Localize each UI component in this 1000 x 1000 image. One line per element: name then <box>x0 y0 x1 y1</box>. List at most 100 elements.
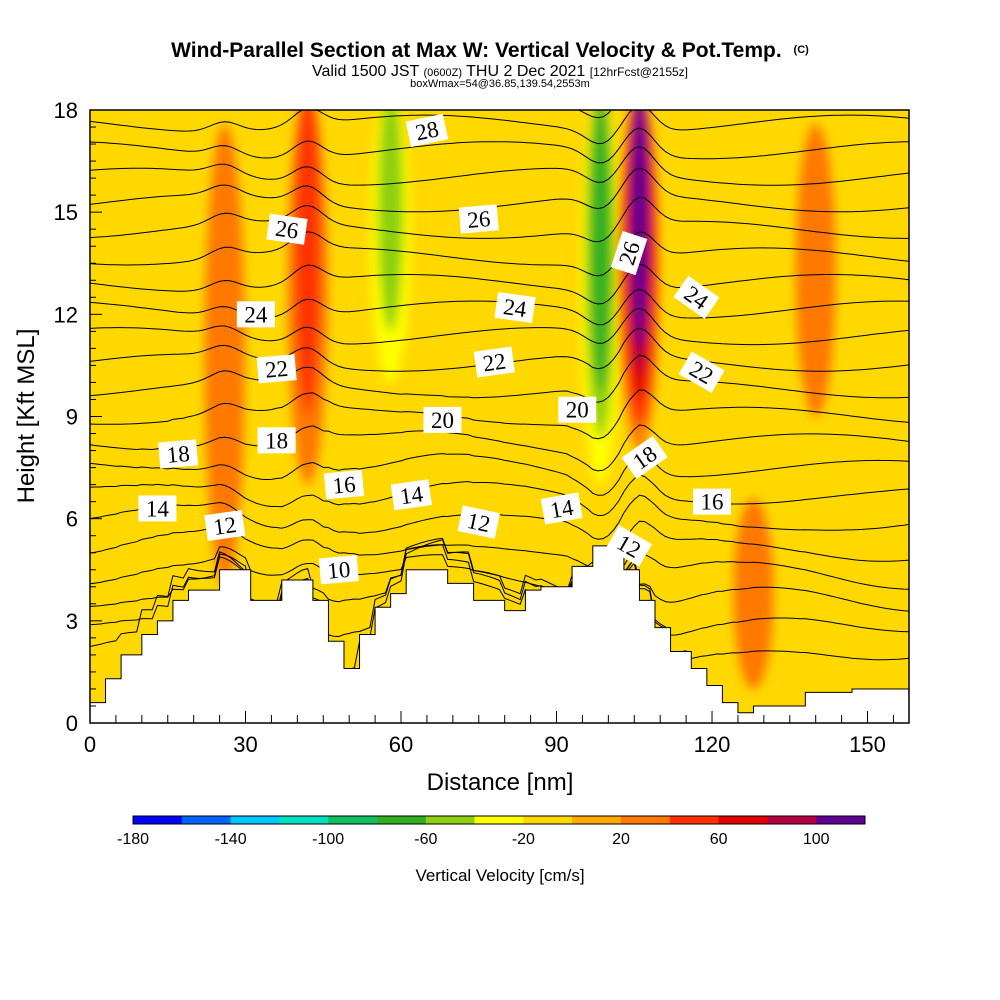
colorbar-swatch <box>718 816 768 824</box>
isentrope-line <box>90 196 909 243</box>
copyright-mark: (C) <box>794 44 810 56</box>
terrain-mask <box>90 545 909 723</box>
colorbar-tick-label: 60 <box>710 831 728 848</box>
y-tick-label: 12 <box>54 302 78 327</box>
isentrope-line <box>90 307 909 346</box>
svg-text:10: 10 <box>326 557 351 584</box>
contour-label: 12 <box>204 509 246 541</box>
colorbar-swatch <box>523 816 573 824</box>
svg-text:24: 24 <box>244 302 268 327</box>
velocity-plume-1 <box>287 110 328 485</box>
colorbar-tick-label: -20 <box>512 831 535 848</box>
svg-text:22: 22 <box>264 356 289 383</box>
subtitle-valid-time: Valid 1500 JST <box>312 63 420 80</box>
svg-text:Wind-Parallel Section at Max W: Wind-Parallel Section at Max W: Vertical… <box>171 39 809 62</box>
contour-label: 10 <box>318 555 359 585</box>
svg-text:14: 14 <box>146 496 170 521</box>
colorbar-tick-label: 20 <box>612 831 630 848</box>
colorbar-swatch <box>767 816 817 824</box>
y-tick-label: 6 <box>66 507 78 532</box>
svg-text:16: 16 <box>331 472 356 499</box>
velocity-plume-3 <box>580 110 621 485</box>
isentrope-line <box>90 474 909 517</box>
plot-area <box>90 110 909 723</box>
colorbar-swatch <box>669 816 720 824</box>
chart-title: Wind-Parallel Section at Max W: Vertical… <box>171 39 809 62</box>
isentrope-line <box>90 110 909 145</box>
colorbar-tick-label: -100 <box>312 831 344 848</box>
chart-subtitle-box-wmax: boxWmax=54@36.85,139.54,2553m <box>410 78 590 90</box>
contour-label: 28 <box>405 113 449 148</box>
y-axis-label: Height [Kft MSL] <box>13 329 40 504</box>
y-tick-label: 3 <box>66 609 78 634</box>
contour-label: 14 <box>138 495 177 522</box>
x-tick-label: 30 <box>233 732 257 757</box>
contour-label: 18 <box>257 427 296 454</box>
isentrope-line <box>90 389 909 440</box>
colorbar-label: Vertical Velocity [cm/s] <box>415 866 584 885</box>
contour-label: 24 <box>236 301 275 328</box>
x-axis: 0 30 60 90 120 150 <box>84 711 894 757</box>
isentrope-line <box>90 167 909 213</box>
velocity-plume-2 <box>370 110 411 383</box>
y-tick-label: 0 <box>66 711 78 736</box>
isentrope-line <box>90 546 909 593</box>
velocity-band <box>795 124 836 417</box>
velocity-band <box>590 110 611 391</box>
svg-text:28: 28 <box>413 116 441 145</box>
isentrope-line <box>90 263 909 305</box>
colorbar-tick-label: -180 <box>117 831 149 848</box>
y-axis: 0 3 6 9 12 15 18 <box>54 98 102 736</box>
colorbar: -180 -140 -100 -60 -20 20 60 100 <box>117 815 866 848</box>
velocity-field <box>90 110 836 689</box>
svg-text:12: 12 <box>465 508 493 537</box>
chart-subtitle: Valid 1500 JST (0600Z) THU 2 Dec 2021 [1… <box>312 63 688 80</box>
x-tick-label: 150 <box>849 732 886 757</box>
subtitle-utc-time: (0600Z) <box>423 67 462 79</box>
title-text: Wind-Parallel Section at Max W: Vertical… <box>171 39 782 62</box>
velocity-plume-5 <box>204 124 245 587</box>
velocity-band <box>204 124 245 587</box>
svg-text:26: 26 <box>466 206 491 233</box>
colorbar-swatch <box>279 816 329 824</box>
contour-label: 22 <box>256 354 297 384</box>
colorbar-swatch <box>377 816 427 824</box>
isentrope-line <box>90 354 909 403</box>
colorbar-swatch <box>425 816 476 824</box>
isentrope-line <box>90 231 909 277</box>
contour-label: 26 <box>266 213 308 245</box>
y-tick-label: 9 <box>66 405 78 430</box>
colorbar-tick-label: -140 <box>215 831 247 848</box>
contour-label: 14 <box>390 479 433 511</box>
svg-text:14: 14 <box>548 495 575 524</box>
velocity-plume-7 <box>733 498 774 689</box>
isentrope-line <box>90 146 909 186</box>
isentrope-line <box>90 127 909 164</box>
contour-label: 20 <box>558 396 597 423</box>
x-tick-label: 0 <box>84 732 96 757</box>
velocity-band <box>378 110 404 332</box>
svg-text:16: 16 <box>701 490 724 515</box>
colorbar-tick-label: 100 <box>803 831 830 848</box>
colorbar-tick-label: -60 <box>414 831 437 848</box>
colorbar-swatch <box>230 816 280 824</box>
colorbar-swatch <box>133 816 183 824</box>
subtitle-forecast: [12hrFcst@2155z] <box>590 65 688 79</box>
velocity-band <box>295 110 321 415</box>
contour-label: 22 <box>473 346 515 378</box>
svg-text:22: 22 <box>481 349 507 377</box>
x-axis-label: Distance [nm] <box>427 769 574 796</box>
contour-label: 20 <box>423 406 462 433</box>
velocity-plume-6 <box>795 124 836 417</box>
svg-text:14: 14 <box>398 481 425 509</box>
svg-text:26: 26 <box>274 216 300 244</box>
contour-label: 14 <box>540 492 583 525</box>
svg-text:20: 20 <box>431 408 454 433</box>
svg-text:24: 24 <box>502 294 529 322</box>
isentrope-line <box>90 424 909 472</box>
potential-temperature-contours <box>90 110 909 671</box>
isentrope-line <box>90 544 909 612</box>
colorbar-swatch <box>474 816 524 824</box>
